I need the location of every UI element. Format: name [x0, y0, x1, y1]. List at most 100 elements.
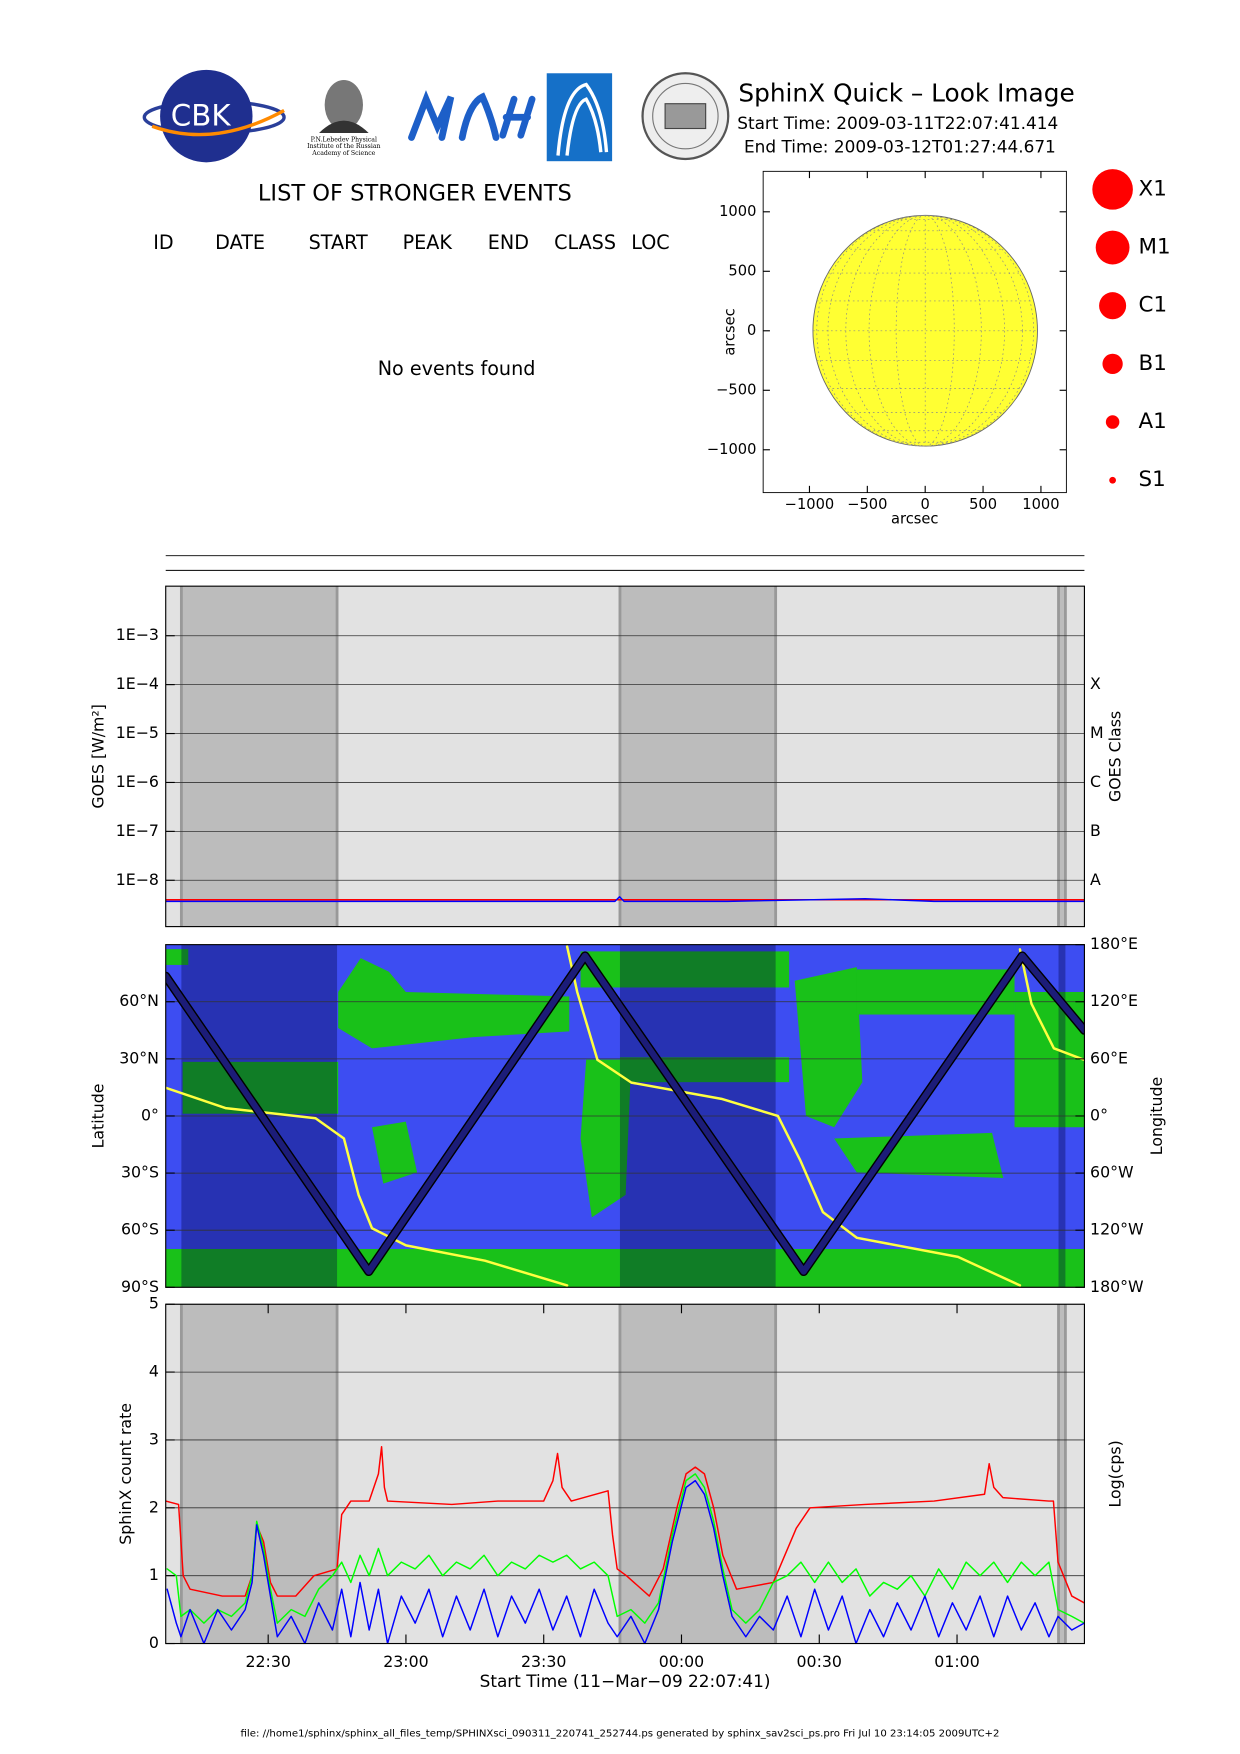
y2-tick-label: 120°W — [1090, 1220, 1144, 1239]
series-line — [165, 895, 1085, 903]
y-tick-label: 30°S — [121, 1163, 159, 1182]
y-tick-label: 0 — [747, 322, 756, 339]
events-column: DATE — [215, 231, 265, 254]
map-region — [372, 1121, 418, 1184]
y2-axis-label: GOES Class — [1105, 711, 1124, 802]
lebedev-text: Academy of Science — [311, 150, 375, 157]
events-column: START — [309, 231, 368, 254]
panel-frame — [165, 585, 1085, 928]
page-title: SphinX Quick – Look Image — [738, 79, 1074, 108]
disk-meridian — [816, 215, 1034, 447]
y-axis-label: Latitude — [89, 1084, 108, 1149]
y-tick-label: 60°S — [121, 1220, 159, 1239]
legend-label: S1 — [1139, 467, 1166, 492]
y-tick-label: 1 — [149, 1565, 159, 1584]
y-tick-label: 1E−5 — [116, 723, 159, 742]
series-line — [165, 952, 1085, 1275]
y-tick-label: 60°N — [119, 991, 159, 1010]
shaded-interval — [1058, 1304, 1066, 1644]
x-axis-label: arcsec — [891, 511, 938, 528]
events-message: No events found — [378, 357, 536, 380]
shaded-interval — [1058, 586, 1066, 927]
x-tick-label: 01:00 — [934, 1652, 979, 1671]
plot-area — [165, 945, 1085, 1288]
y-axis-label: arcsec — [721, 308, 738, 355]
map-region — [580, 1059, 632, 1218]
events-column: LOC — [631, 231, 669, 254]
legend-marker — [1099, 292, 1127, 320]
y-tick-label: 1E−8 — [116, 870, 159, 889]
x-tick-label: 23:00 — [383, 1652, 428, 1671]
map-region — [338, 958, 570, 1049]
seal-building — [664, 103, 707, 130]
charts: ID DATE START PEAK END CLASS LOC−1000 −500 0 500 1… — [89, 169, 1171, 1691]
x-tick-label: 00:00 — [659, 1652, 704, 1671]
y-axis-label: GOES [W/m²] — [89, 704, 108, 809]
x-axis-label: Start Time (11−Mar−09 22:07:41) — [480, 1671, 771, 1691]
map-region — [165, 1248, 1085, 1288]
end-time: End Time: 2009-03-12T01:27:44.671 — [744, 137, 1056, 157]
y-tick-label: 1000 — [719, 203, 756, 220]
miah-logo — [408, 90, 536, 141]
class-label: M — [1090, 723, 1104, 742]
map-region — [165, 949, 189, 965]
y-tick-label: −500 — [716, 381, 756, 398]
shaded-interval — [181, 586, 338, 927]
class-label: A — [1090, 870, 1101, 889]
y2-tick-label: 120°E — [1090, 991, 1138, 1010]
y-tick-label: 500 — [728, 262, 756, 279]
x-tick-label: −1000 — [785, 496, 835, 513]
blue-logo-arcs — [556, 82, 609, 156]
class-label: C — [1090, 772, 1101, 791]
y-tick-label: 1E−6 — [116, 772, 159, 791]
y2-tick-label: 180°W — [1090, 1277, 1144, 1296]
events-column: CLASS — [554, 231, 616, 254]
events-title: LIST OF STRONGER EVENTS — [258, 180, 572, 206]
shaded-interval — [181, 1304, 338, 1644]
logos: CBK P.N.Lebedev Physical Institute of th… — [142, 69, 730, 163]
events-column: PEAK — [403, 231, 453, 254]
shaded-interval — [619, 1304, 776, 1644]
y-tick-label: 0° — [141, 1105, 159, 1124]
lebedev-text: P.N.Lebedev Physical — [311, 136, 377, 143]
lebedev-coat — [319, 120, 369, 134]
y2-tick-label: 60°W — [1090, 1163, 1134, 1182]
legend-label: B1 — [1139, 351, 1167, 376]
legend-label: M1 — [1139, 235, 1171, 260]
y2-axis-label: Log(cps) — [1105, 1440, 1124, 1507]
legend-label: X1 — [1139, 176, 1167, 201]
events-column: ID — [153, 231, 173, 254]
seal-ring — [652, 82, 719, 150]
panel-frame — [165, 1303, 1085, 1645]
y-tick-label: 4 — [149, 1362, 159, 1381]
series-line — [166, 1479, 1085, 1644]
x-tick-label: 22:30 — [245, 1652, 290, 1671]
y2-tick-label: 0° — [1090, 1105, 1108, 1124]
legend-marker — [1092, 169, 1133, 210]
y-tick-label: 5 — [149, 1294, 159, 1313]
x-tick-label: 500 — [969, 496, 997, 513]
footer: file: //home1/sphinx/sphinx_all_files_te… — [241, 1729, 1000, 1740]
series-line — [166, 1473, 1085, 1624]
class-label: X — [1090, 674, 1101, 693]
y-tick-label: 3 — [149, 1429, 159, 1448]
y2-tick-label: 60°E — [1090, 1048, 1128, 1067]
y-tick-label: 1E−4 — [116, 674, 159, 693]
legend-marker — [1109, 476, 1116, 484]
y-tick-label: 1E−3 — [116, 625, 159, 644]
x-tick-label: 23:30 — [521, 1652, 566, 1671]
y2-axis-label: Longitude — [1147, 1077, 1166, 1155]
x-tick-label: 1000 — [1022, 496, 1059, 513]
y-tick-label: 90°S — [121, 1277, 159, 1296]
legend-marker — [1102, 353, 1123, 375]
y-tick-label: 2 — [149, 1497, 159, 1516]
lebedev-text: Institute of the Russian — [307, 143, 380, 150]
start-time: Start Time: 2009-03-11T22:07:41.414 — [737, 113, 1058, 133]
x-tick-label: 00:30 — [797, 1652, 842, 1671]
lebedev-portrait — [324, 80, 363, 130]
map-region — [580, 951, 790, 988]
x-tick-label: 0 — [921, 496, 930, 513]
y-tick-label: −1000 — [707, 441, 757, 458]
y-tick-label: 30°N — [119, 1048, 159, 1067]
